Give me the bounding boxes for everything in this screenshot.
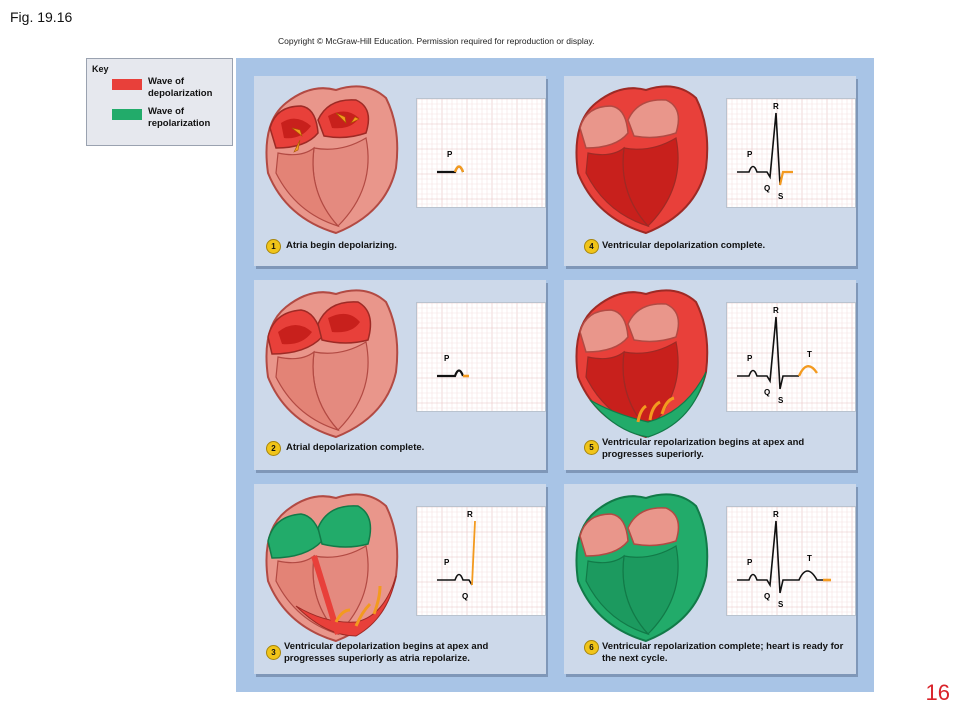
panel-2: P 2 Atrial depolarization complete. [254, 280, 546, 470]
step-caption: Ventricular depolarization complete. [602, 240, 766, 251]
svg-text:P: P [747, 558, 753, 567]
heart-illustration [265, 85, 399, 235]
ecg-strip: P R Q S T [726, 302, 856, 412]
ecg-strip: P [416, 98, 546, 208]
svg-text:P: P [747, 354, 753, 363]
page-number: 16 [925, 680, 950, 705]
step-number: 3 [266, 645, 281, 660]
repolarization-label: Wave of repolarization [148, 106, 211, 129]
svg-text:S: S [778, 600, 784, 609]
svg-text:P: P [747, 150, 753, 159]
repolarization-swatch [112, 109, 142, 120]
svg-text:Q: Q [764, 184, 770, 193]
heart-illustration [575, 289, 709, 439]
ecg-strip: P [416, 302, 546, 412]
svg-text:T: T [807, 350, 812, 359]
svg-text:Q: Q [764, 592, 770, 601]
step-caption: Ventricular repolarization complete; hea… [602, 641, 844, 664]
ecg-strip: P R Q [416, 506, 546, 616]
depolarization-label: Wave of depolarization [148, 76, 213, 99]
step-caption: Atrial depolarization complete. [286, 442, 425, 453]
heart-illustration [265, 493, 399, 643]
step-caption: Atria begin depolarizing. [286, 240, 397, 251]
svg-text:R: R [773, 102, 779, 111]
depolarization-swatch [112, 79, 142, 90]
key-title: Key [92, 64, 109, 74]
figure-label: Fig. 19.16 [10, 9, 73, 25]
heart-illustration [575, 493, 709, 643]
ecg-strip: P R Q S [726, 98, 856, 208]
svg-text:P: P [444, 558, 450, 567]
svg-text:S: S [778, 396, 784, 405]
step-number: 4 [584, 239, 599, 254]
step-caption: Ventricular repolarization begins at ape… [602, 437, 805, 460]
svg-text:Q: Q [764, 388, 770, 397]
key-legend: Key Wave of depolarization Wave of repol… [86, 58, 233, 146]
panel-5: P R Q S T 5 Ventricular repolarization b… [564, 280, 856, 470]
ecg-strip: P R Q S T [726, 506, 856, 616]
svg-text:R: R [773, 510, 779, 519]
svg-text:P: P [444, 354, 450, 363]
svg-text:T: T [807, 554, 812, 563]
figure-canvas: P 1 Atria begin depolarizing. P R Q S 4 … [236, 58, 874, 692]
step-number: 6 [584, 640, 599, 655]
copyright-notice: Copyright © McGraw-Hill Education. Permi… [278, 36, 595, 46]
step-number: 1 [266, 239, 281, 254]
svg-text:S: S [778, 192, 784, 201]
panel-4: P R Q S 4 Ventricular depolarization com… [564, 76, 856, 266]
ecg-label-p: P [447, 150, 453, 159]
svg-text:Q: Q [462, 592, 468, 601]
step-caption: Ventricular depolarization begins at ape… [284, 641, 489, 664]
panel-1: P 1 Atria begin depolarizing. [254, 76, 546, 266]
panel-6: P R Q S T 6 Ventricular repolarization c… [564, 484, 856, 674]
step-number: 2 [266, 441, 281, 456]
svg-text:R: R [773, 306, 779, 315]
svg-text:R: R [467, 510, 473, 519]
heart-illustration [265, 289, 399, 439]
heart-illustration [575, 85, 709, 235]
step-number: 5 [584, 440, 599, 455]
panel-3: P R Q 3 Ventricular depolarization begin… [254, 484, 546, 674]
